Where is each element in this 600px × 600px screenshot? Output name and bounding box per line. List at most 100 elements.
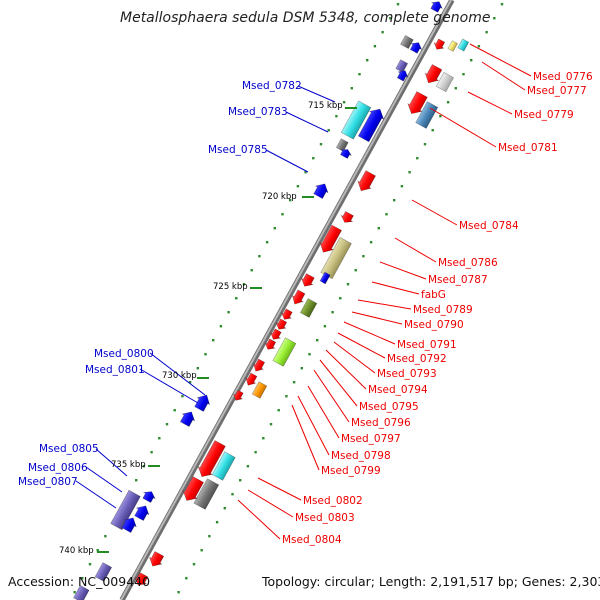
gene[interactable] [180,476,206,505]
gene[interactable] [133,502,152,521]
gene-box[interactable] [435,71,454,93]
gene[interactable] [319,271,331,285]
gene-label[interactable]: Msed_0785 [208,144,268,156]
gene-arrow[interactable] [251,358,266,374]
gene-arrow[interactable] [357,105,387,143]
gene[interactable] [429,0,444,13]
gene-box[interactable] [447,40,458,52]
gene[interactable] [179,408,198,427]
gene-arrow[interactable] [193,392,213,413]
gene-arrow[interactable] [179,408,198,427]
gene[interactable] [395,59,409,73]
gene[interactable] [317,224,344,256]
gene-label[interactable]: Msed_0793 [377,368,437,380]
gene-arrow[interactable] [289,289,306,307]
gene-box[interactable] [335,138,349,152]
gene-label[interactable]: Msed_0787 [428,274,488,286]
gene-arrow[interactable] [231,389,245,403]
gene[interactable] [312,180,331,199]
gene[interactable] [404,91,429,118]
gene-box[interactable] [193,478,220,510]
gene-arrow[interactable] [141,488,157,503]
gene-label[interactable]: fabG [421,289,446,301]
gene-arrow[interactable] [269,328,283,342]
gene-label[interactable]: Msed_0797 [341,433,401,445]
gene[interactable] [132,572,149,589]
gene-label[interactable]: Msed_0791 [397,339,457,351]
gene-arrow[interactable] [195,439,227,480]
gene[interactable] [141,488,157,503]
gene-label[interactable]: Msed_0799 [321,465,381,477]
gene[interactable] [339,147,353,160]
gene[interactable] [280,308,294,322]
gene-arrow[interactable] [133,502,152,521]
gene-arrow[interactable] [280,308,294,322]
gene-box[interactable] [211,451,236,481]
gene-label[interactable]: Msed_0786 [438,257,498,269]
gene-arrow[interactable] [339,147,353,160]
gene[interactable] [272,337,297,367]
gene-label[interactable]: Msed_0777 [527,85,587,97]
gene-box[interactable] [395,59,409,73]
gene[interactable] [193,392,213,413]
gene-label[interactable]: Msed_0779 [514,109,574,121]
gene[interactable] [73,585,90,600]
gene-box[interactable] [340,100,372,140]
gene-arrow[interactable] [274,318,288,332]
gene-box[interactable] [415,101,439,129]
gene-arrow[interactable] [355,170,378,195]
gene-arrow[interactable] [317,224,344,256]
gene-label[interactable]: Msed_0789 [413,304,473,316]
gene[interactable] [110,489,141,531]
gene[interactable] [263,338,277,352]
gene-label[interactable]: Msed_0794 [368,384,428,396]
gene[interactable] [422,63,444,86]
gene-arrow[interactable] [132,572,149,589]
gene-arrow[interactable] [432,38,446,52]
gene-arrow[interactable] [299,273,316,290]
gene-box[interactable] [251,381,268,399]
gene-label[interactable]: Msed_0792 [387,353,447,365]
gene-arrow[interactable] [263,338,277,352]
gene-label[interactable]: Msed_0781 [498,142,558,154]
gene[interactable] [432,38,446,52]
gene-label[interactable]: Msed_0803 [295,512,355,524]
gene-label[interactable]: Msed_0784 [459,220,519,232]
gene-label[interactable]: Msed_0796 [351,417,411,429]
gene[interactable] [335,138,349,152]
gene[interactable] [408,40,423,55]
gene-arrow[interactable] [404,91,429,118]
gene[interactable] [339,210,355,225]
gene-box[interactable] [457,38,470,52]
gene[interactable] [400,35,414,49]
gene[interactable] [94,562,113,582]
gene[interactable] [211,451,236,481]
gene-box[interactable] [299,298,318,318]
gene-label[interactable]: Msed_0782 [242,80,302,92]
gene-label[interactable]: Msed_0783 [228,106,288,118]
gene[interactable] [195,439,227,480]
gene-arrow[interactable] [243,372,258,388]
gene[interactable] [251,358,266,374]
gene-label[interactable]: Msed_0805 [39,443,99,455]
gene-label[interactable]: Msed_0804 [282,534,342,546]
gene-arrow[interactable] [146,550,165,569]
gene[interactable] [274,318,288,332]
gene-label[interactable]: Msed_0798 [331,450,391,462]
gene-label[interactable]: Msed_0806 [28,462,88,474]
gene[interactable] [146,550,165,569]
gene[interactable] [193,478,220,510]
gene-label[interactable]: Msed_0801 [85,364,145,376]
gene[interactable] [231,389,245,403]
gene-box[interactable] [272,337,297,367]
gene-arrow[interactable] [408,40,423,55]
gene-label[interactable]: Msed_0795 [359,401,419,413]
gene[interactable] [289,289,306,307]
gene[interactable] [415,101,439,129]
gene-arrow[interactable] [429,0,444,13]
gene-label[interactable]: Msed_0800 [94,348,154,360]
gene-arrow[interactable] [396,68,410,82]
gene[interactable] [243,372,258,388]
gene-box[interactable] [73,585,90,600]
gene-label[interactable]: Msed_0802 [303,495,363,507]
